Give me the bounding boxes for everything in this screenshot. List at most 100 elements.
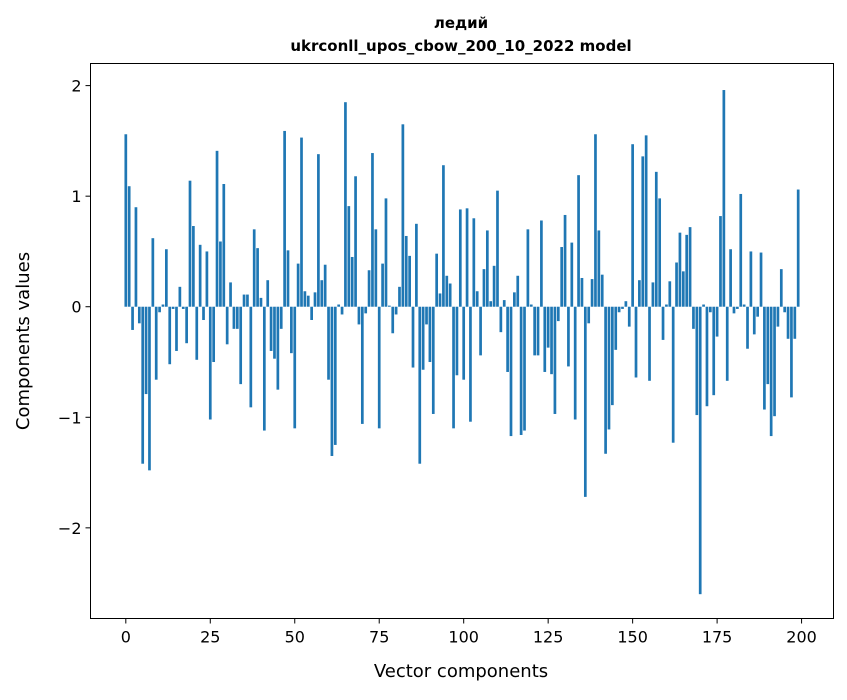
bar-component-115 bbox=[513, 292, 516, 307]
bar-component-23 bbox=[202, 306, 205, 320]
bar-component-42 bbox=[266, 280, 270, 307]
bar-component-178 bbox=[725, 306, 729, 381]
bar-component-7 bbox=[148, 306, 151, 471]
bar-component-59 bbox=[323, 264, 327, 307]
bar-component-148 bbox=[624, 301, 628, 307]
bar-component-177 bbox=[722, 90, 726, 307]
bar-component-32 bbox=[232, 306, 236, 329]
bar-component-2 bbox=[131, 306, 134, 330]
bar-component-70 bbox=[360, 306, 364, 424]
bar-component-133 bbox=[573, 306, 577, 420]
bar-component-25 bbox=[208, 306, 212, 420]
bar-component-159 bbox=[661, 306, 665, 340]
bar-component-171 bbox=[702, 304, 705, 307]
bar-component-131 bbox=[567, 306, 570, 367]
bar-component-188 bbox=[759, 252, 763, 307]
bar-component-3 bbox=[134, 207, 138, 307]
bar-component-127 bbox=[553, 306, 557, 414]
bar-component-154 bbox=[644, 135, 648, 307]
bar-component-122 bbox=[536, 306, 540, 356]
bar-component-141 bbox=[600, 274, 604, 307]
plot-frame bbox=[90, 63, 834, 619]
y-axis: 2 1 0 −1 −2 bbox=[58, 77, 91, 538]
bar-component-98 bbox=[455, 306, 459, 376]
bar-component-79 bbox=[391, 306, 395, 334]
bar-component-56 bbox=[313, 292, 317, 307]
bar-component-173 bbox=[708, 306, 712, 313]
bar-component-33 bbox=[235, 306, 239, 329]
bar-component-198 bbox=[793, 306, 797, 339]
bar-component-100 bbox=[462, 306, 466, 380]
bar-component-57 bbox=[317, 154, 320, 307]
bar-component-78 bbox=[388, 305, 391, 307]
x-tick-label: 50 bbox=[285, 628, 305, 647]
bar-component-58 bbox=[320, 280, 324, 307]
bar-component-134 bbox=[577, 175, 580, 307]
bar-component-6 bbox=[144, 306, 148, 395]
bar-component-61 bbox=[330, 306, 334, 456]
bar-component-94 bbox=[442, 165, 445, 307]
bar-component-11 bbox=[161, 304, 165, 307]
y-tick-label: −1 bbox=[58, 408, 82, 427]
bar-component-31 bbox=[229, 282, 232, 307]
bar-component-89 bbox=[425, 306, 428, 325]
bar-component-172 bbox=[705, 306, 709, 407]
bar-component-144 bbox=[611, 306, 614, 406]
x-tick-label: 75 bbox=[369, 628, 389, 647]
bar-component-13 bbox=[168, 306, 172, 365]
bar-component-30 bbox=[225, 306, 229, 345]
bar-component-147 bbox=[621, 306, 624, 309]
bar-component-63 bbox=[337, 304, 341, 307]
bar-component-150 bbox=[631, 144, 634, 307]
bar-component-109 bbox=[492, 265, 496, 307]
bar-component-24 bbox=[205, 251, 209, 307]
bar-component-181 bbox=[736, 306, 739, 309]
bar-component-156 bbox=[651, 282, 655, 307]
bar-component-182 bbox=[739, 193, 743, 307]
bar-component-22 bbox=[198, 244, 202, 307]
bar-component-151 bbox=[634, 306, 638, 378]
bar-component-104 bbox=[475, 291, 479, 307]
bar-component-130 bbox=[563, 214, 567, 307]
bar-component-103 bbox=[472, 218, 476, 307]
bar-component-82 bbox=[401, 124, 405, 307]
bar-component-114 bbox=[509, 306, 513, 437]
bar-component-166 bbox=[685, 234, 689, 307]
bar-component-96 bbox=[448, 283, 452, 307]
bar-component-93 bbox=[438, 293, 442, 307]
x-tick-label: 200 bbox=[786, 628, 817, 647]
bar-component-152 bbox=[638, 280, 641, 307]
bar-component-153 bbox=[641, 156, 645, 307]
bar-component-20 bbox=[192, 226, 195, 307]
bar-component-192 bbox=[773, 306, 776, 417]
bar-component-85 bbox=[411, 306, 415, 368]
bar-component-161 bbox=[668, 281, 672, 307]
bar-component-106 bbox=[482, 269, 486, 307]
bar-component-47 bbox=[283, 130, 286, 307]
x-tick-label: 25 bbox=[200, 628, 220, 647]
bar-component-197 bbox=[790, 306, 793, 398]
bar-component-183 bbox=[742, 304, 746, 307]
bars-group bbox=[124, 90, 800, 595]
bar-component-189 bbox=[763, 306, 766, 410]
bar-component-112 bbox=[502, 300, 506, 307]
bar-component-28 bbox=[219, 241, 222, 307]
bar-component-149 bbox=[627, 306, 631, 327]
bar-component-71 bbox=[364, 306, 368, 314]
bar-component-121 bbox=[533, 306, 536, 356]
bar-component-18 bbox=[185, 306, 188, 344]
bar-component-179 bbox=[729, 249, 732, 307]
bar-component-132 bbox=[570, 242, 574, 307]
y-tick-label: 2 bbox=[71, 77, 81, 96]
bar-component-51 bbox=[296, 263, 300, 307]
bar-component-66 bbox=[347, 206, 351, 307]
bar-component-187 bbox=[756, 306, 759, 317]
bar-component-91 bbox=[431, 306, 435, 414]
x-tick-label: 150 bbox=[617, 628, 648, 647]
bar-component-102 bbox=[469, 306, 472, 422]
bar-component-118 bbox=[523, 306, 526, 431]
bar-component-101 bbox=[465, 208, 469, 307]
bar-component-176 bbox=[719, 216, 722, 307]
bar-component-39 bbox=[256, 248, 259, 307]
bar-component-158 bbox=[658, 198, 662, 307]
